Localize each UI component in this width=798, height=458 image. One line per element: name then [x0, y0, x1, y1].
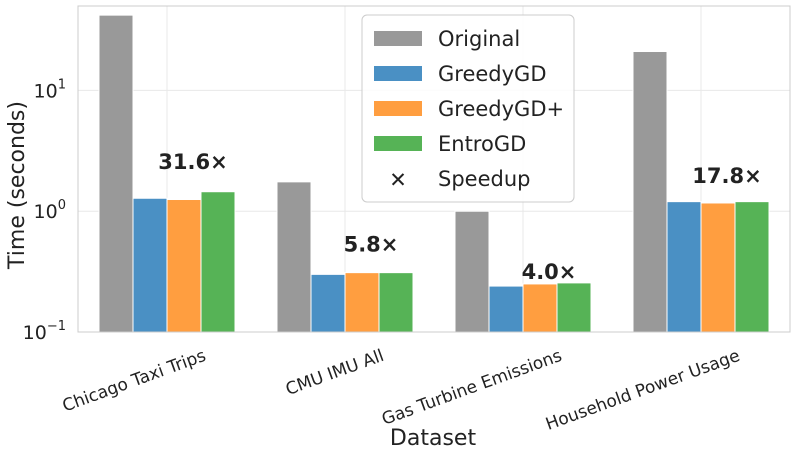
legend-label: EntroGD [438, 132, 526, 156]
label-layer: 31.6× 5.8× 4.0× 17.8× [158, 150, 761, 284]
y-tick-label: 101 [34, 77, 66, 102]
x-tick-label: Chicago Taxi Trips [60, 346, 209, 417]
legend: Original GreedyGD GreedyGD+ EntroGD ✕ Speedup [361, 14, 575, 203]
legend-label: Speedup [438, 167, 530, 191]
legend-label: GreedyGD+ [438, 97, 564, 121]
legend-label: GreedyGD [438, 62, 547, 86]
legend-swatch [374, 136, 422, 151]
bar [488, 285, 524, 333]
legend-swatch [374, 66, 422, 81]
y-tick-label: 10−1 [23, 319, 66, 344]
bar [454, 210, 490, 333]
speedup-marker-icon: ✕ [389, 168, 407, 192]
speedup-label: 4.0× [522, 260, 577, 284]
legend-box [361, 14, 575, 203]
y-tick-base: 10 [34, 201, 58, 223]
x-tick-label: CMU IMU All [283, 346, 387, 400]
x-axis-title: Dataset [390, 426, 477, 451]
bar [344, 272, 380, 333]
legend-swatch [374, 101, 422, 116]
bar [556, 282, 592, 333]
bar [700, 202, 736, 333]
legend-swatch [374, 31, 422, 46]
bar-layer [98, 14, 770, 333]
bar [132, 197, 168, 333]
bar [310, 273, 346, 333]
bar [276, 181, 312, 333]
x-tick-label: Household Power Usage [543, 346, 743, 435]
speedup-label: 17.8× [692, 164, 761, 188]
plot-frame [77, 5, 791, 333]
bar [734, 201, 770, 333]
speedup-label: 5.8× [344, 233, 399, 257]
bar [378, 272, 414, 333]
bar [166, 199, 202, 333]
y-tick-base: 10 [23, 322, 47, 344]
bar [666, 201, 702, 333]
y-tick-exponent: −1 [47, 319, 66, 334]
bar [98, 14, 134, 333]
bar [200, 191, 236, 333]
y-tick-exponent: 1 [58, 77, 66, 92]
bar [632, 51, 668, 333]
legend-label: Original [438, 27, 520, 51]
x-tick-label: Gas Turbine Emissions [379, 346, 565, 430]
y-tick-base: 10 [34, 80, 58, 102]
y-tick-exponent: 0 [58, 198, 66, 213]
bar [522, 283, 558, 333]
y-axis-title: Time (seconds) [5, 101, 30, 270]
speedup-label: 31.6× [158, 150, 227, 174]
y-tick-label: 100 [34, 198, 66, 223]
